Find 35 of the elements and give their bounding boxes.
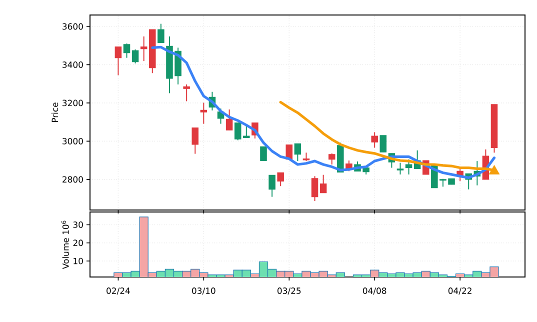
y-axis-title: Price xyxy=(52,102,58,122)
candlestick xyxy=(226,108,233,131)
x-tick-label: 04/22 xyxy=(448,288,472,295)
candlestick xyxy=(277,172,284,187)
candlestick xyxy=(123,42,130,58)
x-tick-label: 03/10 xyxy=(192,288,216,295)
candlestick xyxy=(200,102,208,124)
candlestick xyxy=(396,162,404,175)
candlestick xyxy=(371,132,378,148)
candlestick xyxy=(183,84,190,102)
y-tick-label: 3000 xyxy=(62,138,83,144)
candlestick xyxy=(294,143,302,162)
candlestick xyxy=(328,152,336,166)
candlestick xyxy=(192,127,198,154)
candlestick xyxy=(320,174,327,194)
candlestick xyxy=(114,46,122,76)
y-tick-label: 3200 xyxy=(62,100,83,106)
candlestick xyxy=(268,174,276,198)
y-tick-label: 3600 xyxy=(62,23,83,30)
y-axis-title: Volume 10$^{6}$ xyxy=(62,220,69,270)
y-tick-label: 30 xyxy=(73,222,83,228)
candlestick xyxy=(158,23,164,44)
x-tick-label: 02/24 xyxy=(106,288,130,295)
y-tick-label: 10 xyxy=(74,258,83,264)
candlestick xyxy=(311,176,318,202)
y-tick-label: 2800 xyxy=(62,176,83,183)
candlestick xyxy=(405,158,412,175)
candlestick xyxy=(380,134,387,153)
x-tick-label: 04/08 xyxy=(362,288,386,295)
candlestick xyxy=(260,146,267,161)
y-tick-label: 3400 xyxy=(62,62,83,68)
x-tick-label: 03/25 xyxy=(277,288,301,295)
y-tick-label: 20 xyxy=(73,240,83,246)
candlestick xyxy=(140,36,148,62)
candlestick xyxy=(132,48,139,64)
